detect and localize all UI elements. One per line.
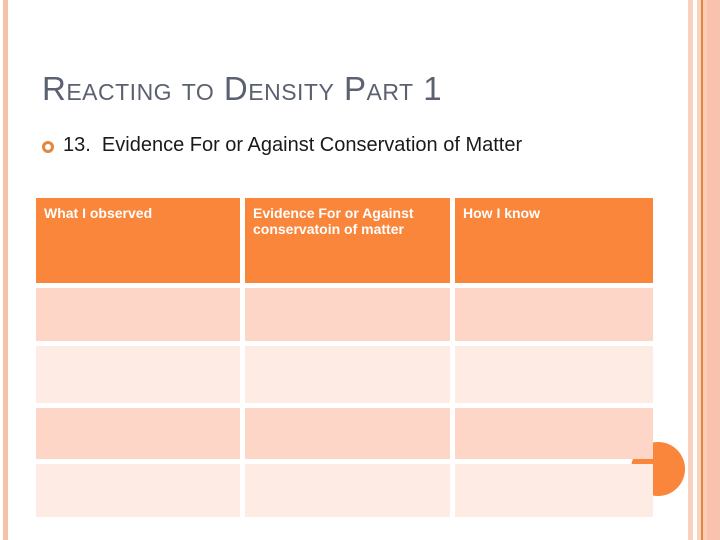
table-cell — [245, 288, 450, 341]
table-cell — [245, 464, 450, 517]
table-cell — [36, 464, 240, 517]
table-header-evidence: Evidence For or Against conservatoin of … — [245, 198, 450, 283]
table-cell — [245, 408, 450, 459]
table-cell — [36, 408, 240, 459]
table-cell — [245, 346, 450, 403]
bullet-ring-icon — [42, 141, 54, 153]
table-header-what-i-observed: What I observed — [36, 198, 240, 283]
right-edge-stripe — [697, 0, 701, 540]
table-cell — [455, 346, 653, 403]
table-cell — [36, 288, 240, 341]
left-accent-bar — [3, 0, 8, 540]
right-edge-stripe — [707, 0, 720, 540]
bullet-item: 13. Evidence For or Against Conservation… — [42, 134, 522, 157]
table-cell — [455, 464, 653, 517]
right-edge-stripe — [701, 0, 703, 540]
bullet-text: 13. Evidence For or Against Conservation… — [63, 134, 523, 156]
slide-title: Reacting to Density Part 1 — [42, 70, 443, 107]
table-header-how-i-know: How I know — [455, 198, 653, 283]
table-cell — [455, 288, 653, 341]
right-edge-stripe — [688, 0, 693, 540]
table-cell — [455, 408, 653, 459]
right-edge-stripe — [703, 0, 707, 540]
observation-table: What I observed Evidence For or Against … — [36, 198, 653, 517]
table-cell — [36, 346, 240, 403]
